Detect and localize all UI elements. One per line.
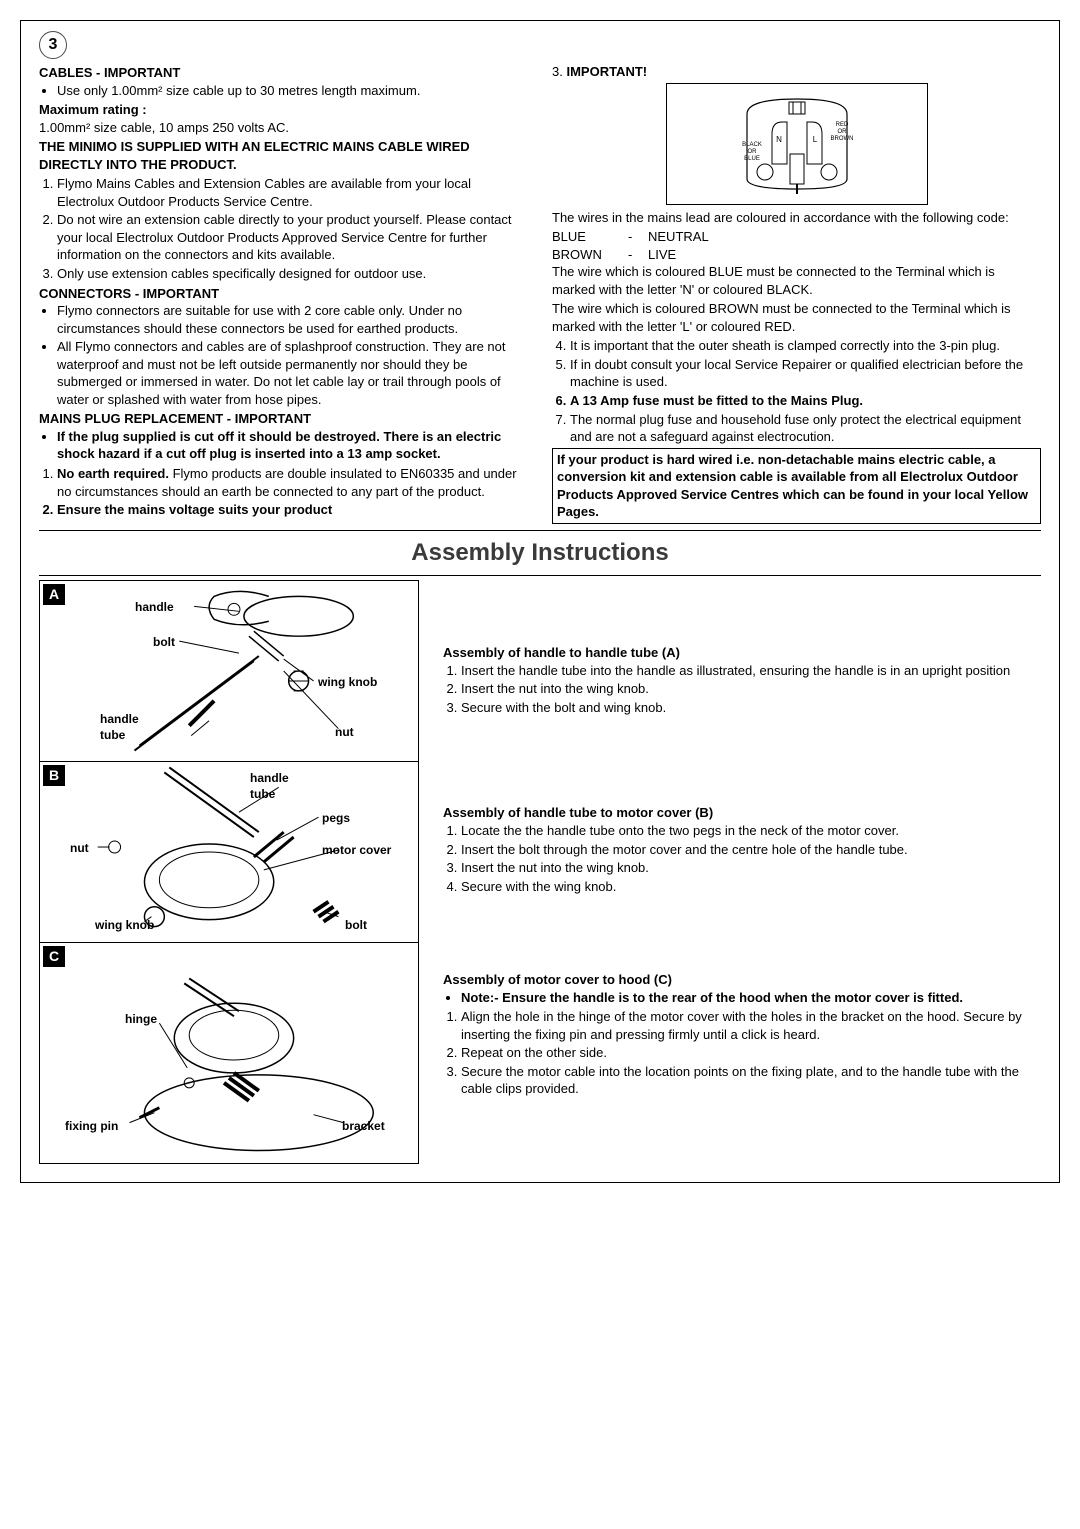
- wire-brown-label: BROWN: [552, 246, 622, 264]
- section-b-item-2: Insert the bolt through the motor cover …: [461, 841, 1041, 859]
- svg-text:L: L: [812, 135, 817, 144]
- label-c-hinge: hinge: [125, 1011, 157, 1027]
- mains-item-2: Do not wire an extension cable directly …: [57, 211, 528, 264]
- right-item-7: The normal plug fuse and household fuse …: [570, 411, 1041, 446]
- assembly-title: Assembly Instructions: [39, 537, 1041, 569]
- svg-text:BLACK: BLACK: [742, 142, 762, 148]
- section-b-item-3: Insert the nut into the wing knob.: [461, 859, 1041, 877]
- svg-text:OR: OR: [747, 149, 757, 155]
- label-wingknob: wing knob: [318, 674, 377, 690]
- hardwired-box: If your product is hard wired i.e. non-d…: [552, 448, 1041, 524]
- connectors-item-1: Flymo connectors are suitable for use wi…: [57, 302, 528, 337]
- wire-blue-label: BLUE: [552, 228, 622, 246]
- max-rating-heading: Maximum rating :: [39, 101, 528, 119]
- svg-text:N: N: [776, 135, 782, 144]
- label-b-handletube: handle tube: [250, 770, 305, 802]
- page-frame: 3 CABLES - IMPORTANT Use only 1.00mm² si…: [20, 20, 1060, 1183]
- label-b-bolt: bolt: [345, 917, 367, 933]
- plug-item-1-bold: No earth required.: [57, 466, 173, 481]
- wire-brown-value: LIVE: [648, 246, 676, 264]
- label-b-pegs: pegs: [322, 810, 350, 826]
- section-a-item-3: Secure with the bolt and wing knob.: [461, 699, 1041, 717]
- wire-code-brown: BROWN - LIVE: [552, 246, 1041, 264]
- label-b-nut: nut: [70, 840, 89, 856]
- section-c-item-2: Repeat on the other side.: [461, 1044, 1041, 1062]
- plug-svg: BLACK OR BLUE N RED OR BROWN L: [717, 94, 877, 194]
- electrical-section: CABLES - IMPORTANT Use only 1.00mm² size…: [39, 63, 1041, 524]
- label-b-motorcover: motor cover: [322, 842, 391, 858]
- wires-intro: The wires in the mains lead are coloured…: [552, 209, 1041, 227]
- mains-item-3: Only use extension cables specifically d…: [57, 265, 528, 283]
- svg-text:OR: OR: [837, 129, 847, 135]
- divider: [39, 530, 1041, 531]
- divider-2: [39, 575, 1041, 576]
- diagram-c: C hinge: [39, 943, 419, 1164]
- diagram-b: B: [39, 762, 419, 943]
- connectors-item-2: All Flymo connectors and cables are of s…: [57, 338, 528, 408]
- section-c-note: Note:- Ensure the handle is to the rear …: [461, 989, 1041, 1007]
- label-c-bracket: bracket: [342, 1118, 385, 1134]
- important-heading: IMPORTANT!: [566, 64, 647, 79]
- section-b-item-4: Secure with the wing knob.: [461, 878, 1041, 896]
- page-number-badge: 3: [39, 31, 67, 59]
- section-a-heading: Assembly of handle to handle tube (A): [443, 644, 1041, 662]
- label-nut: nut: [335, 724, 354, 740]
- section-b-item-1: Locate the the handle tube onto the two …: [461, 822, 1041, 840]
- label-handle: handle: [135, 599, 174, 615]
- svg-text:RED: RED: [835, 122, 848, 128]
- right-column: 3. IMPORTANT! BLACK OR BLUE N: [552, 63, 1041, 524]
- plug-heading: MAINS PLUG REPLACEMENT - IMPORTANT: [39, 410, 528, 428]
- dash: -: [628, 228, 642, 246]
- plug-warning: If the plug supplied is cut off it shoul…: [57, 428, 528, 463]
- cables-heading: CABLES - IMPORTANT: [39, 64, 528, 82]
- max-rating-text: 1.00mm² size cable, 10 amps 250 volts AC…: [39, 119, 528, 137]
- label-b-wingknob: wing knob: [95, 917, 154, 933]
- wire-blue-text: The wire which is coloured BLUE must be …: [552, 263, 1041, 298]
- label-c-fixingpin: fixing pin: [65, 1118, 118, 1134]
- section-a-item-1: Insert the handle tube into the handle a…: [461, 662, 1041, 680]
- diagram-column: A: [39, 580, 419, 1164]
- right-item-5: If in doubt consult your local Service R…: [570, 356, 1041, 391]
- mains-item-1: Flymo Mains Cables and Extension Cables …: [57, 175, 528, 210]
- cables-bullet: Use only 1.00mm² size cable up to 30 met…: [57, 82, 528, 100]
- wire-blue-value: NEUTRAL: [648, 228, 709, 246]
- plug-item-2: Ensure the mains voltage suits your prod…: [57, 501, 528, 519]
- wire-brown-text: The wire which is coloured BROWN must be…: [552, 300, 1041, 335]
- section-a-item-2: Insert the nut into the wing knob.: [461, 680, 1041, 698]
- connectors-heading: CONNECTORS - IMPORTANT: [39, 285, 528, 303]
- minimo-text: THE MINIMO IS SUPPLIED WITH AN ELECTRIC …: [39, 138, 528, 173]
- diagram-a: A: [39, 580, 419, 762]
- left-column: CABLES - IMPORTANT Use only 1.00mm² size…: [39, 63, 528, 524]
- right-item-6: A 13 Amp fuse must be fitted to the Main…: [570, 392, 1041, 410]
- assembly-text-column: Assembly of handle to handle tube (A) In…: [443, 580, 1041, 1164]
- important-line: 3. IMPORTANT!: [552, 63, 1041, 81]
- svg-text:BLUE: BLUE: [744, 156, 760, 162]
- label-bolt: bolt: [153, 634, 175, 650]
- plug-item-1: No earth required. Flymo products are do…: [57, 465, 528, 500]
- section-c-heading: Assembly of motor cover to hood (C): [443, 971, 1041, 989]
- section-c-item-1: Align the hole in the hinge of the motor…: [461, 1008, 1041, 1043]
- section-b-heading: Assembly of handle tube to motor cover (…: [443, 804, 1041, 822]
- assembly-section: A: [39, 580, 1041, 1164]
- right-item-4: It is important that the outer sheath is…: [570, 337, 1041, 355]
- section-c-item-3: Secure the motor cable into the location…: [461, 1063, 1041, 1098]
- plug-diagram: BLACK OR BLUE N RED OR BROWN L: [666, 83, 928, 205]
- dash: -: [628, 246, 642, 264]
- label-handletube: handle tube: [100, 711, 155, 743]
- svg-text:BROWN: BROWN: [830, 136, 853, 142]
- diagram-a-svg: [40, 581, 418, 761]
- wire-code-blue: BLUE - NEUTRAL: [552, 228, 1041, 246]
